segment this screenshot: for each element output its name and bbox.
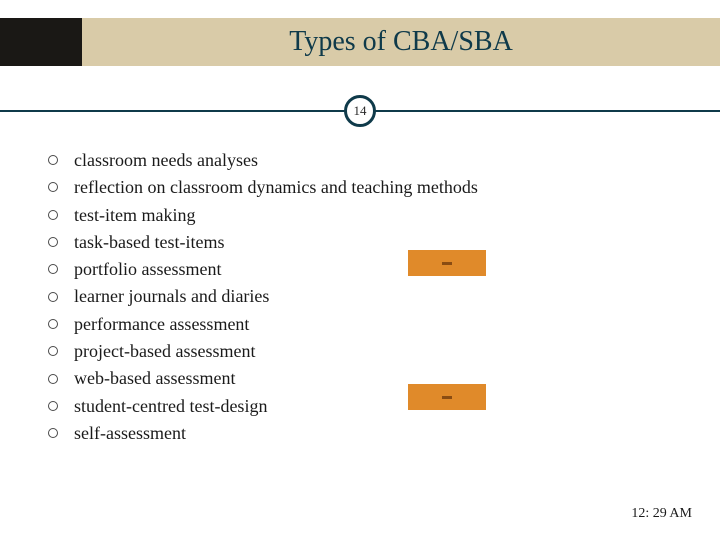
- list-item: web-based assessment: [48, 366, 668, 390]
- list-item-text: reflection on classroom dynamics and tea…: [74, 175, 478, 199]
- header-accent-dark: [0, 18, 82, 66]
- list-item-text: classroom needs analyses: [74, 148, 258, 172]
- orange-shape-1: [408, 250, 486, 276]
- list-item: self-assessment: [48, 421, 668, 445]
- slide-number: 14: [354, 103, 367, 119]
- slide-title: Types of CBA/SBA: [289, 26, 513, 58]
- circle-bullet-icon: [48, 237, 58, 247]
- circle-bullet-icon: [48, 210, 58, 220]
- circle-bullet-icon: [48, 428, 58, 438]
- orange-dash-icon: [442, 262, 452, 265]
- list-item-text: web-based assessment: [74, 366, 235, 390]
- timestamp: 12: 29 AM: [631, 506, 692, 522]
- list-item: project-based assessment: [48, 339, 668, 363]
- list-item-text: performance assessment: [74, 312, 249, 336]
- slide-number-badge: 14: [344, 95, 376, 127]
- list-item: performance assessment: [48, 312, 668, 336]
- list-item: reflection on classroom dynamics and tea…: [48, 175, 668, 199]
- list-item: task-based test-items: [48, 230, 668, 254]
- circle-bullet-icon: [48, 155, 58, 165]
- list-item-text: project-based assessment: [74, 339, 255, 363]
- list-item-text: test-item making: [74, 203, 195, 227]
- circle-bullet-icon: [48, 401, 58, 411]
- header-bar: Types of CBA/SBA: [0, 18, 720, 66]
- list-item: classroom needs analyses: [48, 148, 668, 172]
- circle-bullet-icon: [48, 182, 58, 192]
- list-item-text: task-based test-items: [74, 230, 224, 254]
- list-item-text: student-centred test-design: [74, 394, 267, 418]
- list-item: test-item making: [48, 203, 668, 227]
- list-item-text: learner journals and diaries: [74, 284, 269, 308]
- list-item: learner journals and diaries: [48, 284, 668, 308]
- header-accent-tan: Types of CBA/SBA: [82, 18, 720, 66]
- list-item-text: portfolio assessment: [74, 257, 221, 281]
- circle-bullet-icon: [48, 374, 58, 384]
- circle-bullet-icon: [48, 319, 58, 329]
- list-item-text: self-assessment: [74, 421, 186, 445]
- list-item: student-centred test-design: [48, 394, 668, 418]
- orange-dash-icon: [442, 396, 452, 399]
- bullet-list: classroom needs analyses reflection on cl…: [48, 148, 668, 448]
- circle-bullet-icon: [48, 264, 58, 274]
- circle-bullet-icon: [48, 346, 58, 356]
- circle-bullet-icon: [48, 292, 58, 302]
- list-item: portfolio assessment: [48, 257, 668, 281]
- orange-shape-2: [408, 384, 486, 410]
- divider: 14: [0, 95, 720, 127]
